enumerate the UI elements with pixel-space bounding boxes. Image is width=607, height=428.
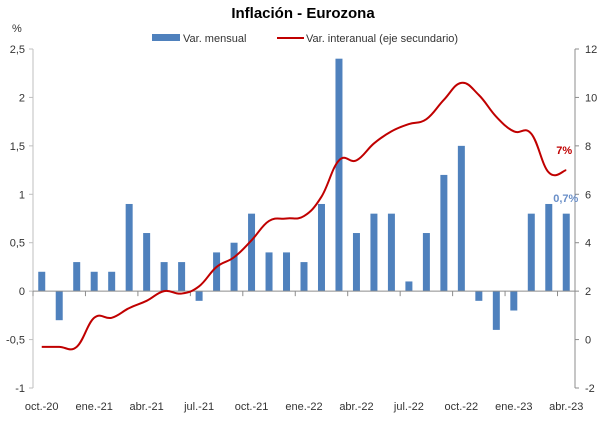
bar-monthly bbox=[510, 291, 518, 311]
secondary-y-tick-label: 2 bbox=[585, 286, 591, 298]
bar-monthly bbox=[125, 203, 133, 292]
bar-monthly bbox=[195, 291, 203, 301]
bar-monthly bbox=[352, 233, 360, 292]
annotations: 7% 0,7% bbox=[553, 145, 578, 205]
secondary-y-tick-label: -2 bbox=[585, 383, 595, 395]
bar-monthly bbox=[405, 281, 413, 292]
x-tick-label: ene.-22 bbox=[285, 401, 322, 413]
bar-monthly bbox=[248, 213, 256, 292]
x-tick-label: jul.-21 bbox=[183, 401, 214, 413]
secondary-y-tick-label: 4 bbox=[585, 238, 591, 250]
x-tick-label: oct.-22 bbox=[445, 401, 479, 413]
annotation-annual-latest: 7% bbox=[556, 145, 572, 157]
axes: -1 -0,5 0 0,5 1 1,5 2 2,5 -2 0 2 4 6 8 10 12 oct.-20 ene.… bbox=[6, 44, 597, 413]
secondary-y-tick-label: 8 bbox=[585, 141, 591, 153]
primary-y-tick-label: 1 bbox=[19, 189, 25, 201]
bar-monthly bbox=[387, 213, 395, 292]
legend: Var. mensual Var. interanual (eje secund… bbox=[152, 33, 458, 45]
x-tick-label: jul.-22 bbox=[393, 401, 424, 413]
bar-monthly bbox=[213, 252, 221, 292]
x-tick-label: ene.-21 bbox=[76, 401, 113, 413]
bar-monthly bbox=[457, 145, 465, 292]
bar-monthly bbox=[370, 213, 378, 292]
bar-monthly bbox=[283, 252, 291, 292]
bar-monthly bbox=[143, 233, 151, 292]
legend-label-monthly: Var. mensual bbox=[183, 33, 246, 45]
primary-y-tick-label: 0 bbox=[19, 286, 25, 298]
primary-y-tick-label: 1,5 bbox=[10, 141, 25, 153]
secondary-y-tick-label: 0 bbox=[585, 335, 591, 347]
primary-y-tick-label: 2,5 bbox=[10, 44, 25, 56]
bar-monthly bbox=[527, 213, 535, 292]
primary-y-tick-label: 0,5 bbox=[10, 238, 25, 250]
line-series bbox=[41, 81, 567, 351]
bar-monthly bbox=[73, 262, 81, 292]
primary-y-tick-label: -0,5 bbox=[6, 335, 25, 347]
y-axis-unit-label: % bbox=[12, 23, 22, 35]
legend-swatch-monthly bbox=[152, 34, 180, 41]
x-tick-label: abr.-21 bbox=[130, 401, 164, 413]
x-tick-label: oct.-21 bbox=[235, 401, 269, 413]
bar-monthly bbox=[440, 174, 448, 292]
secondary-y-tick-label: 6 bbox=[585, 189, 591, 201]
line-annual bbox=[41, 81, 567, 351]
legend-label-annual: Var. interanual (eje secundario) bbox=[306, 33, 458, 45]
bar-monthly bbox=[178, 262, 186, 292]
bar-monthly bbox=[422, 233, 430, 292]
bar-monthly bbox=[108, 271, 116, 292]
bar-monthly bbox=[90, 271, 98, 292]
bar-monthly bbox=[545, 203, 553, 292]
chart-title: Inflación - Eurozona bbox=[231, 5, 375, 22]
bar-monthly bbox=[160, 262, 168, 292]
bar-monthly bbox=[562, 213, 570, 292]
primary-y-tick-label: -1 bbox=[15, 383, 25, 395]
bar-monthly bbox=[265, 252, 273, 292]
annotation-monthly-latest: 0,7% bbox=[553, 193, 578, 205]
primary-y-tick-label: 2 bbox=[19, 92, 25, 104]
x-tick-label: abr.-23 bbox=[549, 401, 583, 413]
bar-monthly bbox=[230, 242, 238, 292]
bar-monthly bbox=[475, 291, 483, 301]
bar-series bbox=[38, 58, 570, 330]
bar-monthly bbox=[55, 291, 63, 321]
bar-monthly bbox=[38, 271, 46, 292]
secondary-y-tick-label: 12 bbox=[585, 44, 597, 56]
secondary-y-tick-label: 10 bbox=[585, 92, 597, 104]
x-tick-label: ene.-23 bbox=[495, 401, 532, 413]
zero-line-group bbox=[32, 290, 575, 297]
bar-monthly bbox=[335, 58, 343, 292]
bar-monthly bbox=[300, 262, 308, 292]
x-tick-label: oct.-20 bbox=[25, 401, 59, 413]
bar-monthly bbox=[492, 291, 500, 330]
x-tick-label: abr.-22 bbox=[339, 401, 373, 413]
bar-monthly bbox=[317, 203, 325, 292]
